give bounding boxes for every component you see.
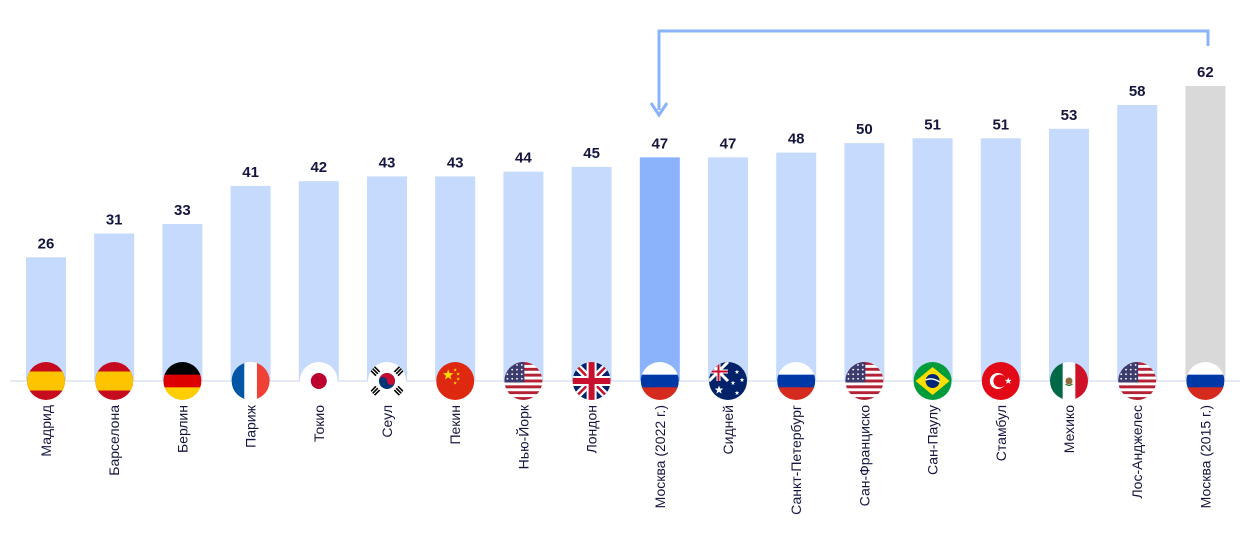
uk-flag-icon bbox=[572, 362, 611, 400]
russia-flag-icon bbox=[1186, 362, 1225, 400]
category-label: Токио bbox=[311, 405, 327, 442]
spain-flag-icon bbox=[27, 362, 65, 400]
data-label: 51 bbox=[924, 116, 941, 133]
category-label: Сидней bbox=[720, 405, 736, 454]
australia-flag-icon bbox=[709, 362, 747, 400]
category-label: Лондон bbox=[584, 405, 600, 453]
bar bbox=[639, 157, 680, 381]
category-label: Москва (2022 г.) bbox=[652, 405, 668, 508]
bar bbox=[571, 166, 612, 381]
bar bbox=[230, 185, 271, 381]
comparison-arrow bbox=[657, 29, 1210, 110]
usa-flag-icon bbox=[845, 362, 884, 400]
category-label: Стамбул bbox=[993, 405, 1009, 461]
bar bbox=[1185, 86, 1226, 381]
turkey-flag-icon bbox=[981, 362, 1020, 400]
category-label: Сеул bbox=[379, 405, 395, 438]
data-label: 50 bbox=[856, 121, 873, 138]
russia-flag-icon bbox=[640, 362, 679, 400]
japan-flag-icon bbox=[299, 362, 338, 400]
data-label: 33 bbox=[174, 202, 191, 219]
germany-flag-icon bbox=[163, 362, 202, 400]
russia-flag-icon bbox=[777, 362, 816, 400]
category-label: Париж bbox=[243, 404, 259, 447]
bar bbox=[162, 223, 203, 381]
category-label: Мадрид bbox=[38, 405, 54, 457]
bar bbox=[26, 257, 66, 381]
bar bbox=[367, 176, 407, 381]
bar bbox=[980, 138, 1021, 381]
data-label: 43 bbox=[379, 154, 396, 171]
spain-flag-icon bbox=[95, 362, 134, 400]
category-label: Пекин bbox=[447, 405, 463, 445]
bar bbox=[435, 176, 476, 381]
bar bbox=[94, 233, 135, 381]
data-label: 47 bbox=[720, 135, 737, 152]
data-label: 48 bbox=[788, 131, 805, 148]
bar bbox=[912, 138, 953, 381]
bar bbox=[844, 143, 885, 381]
data-label: 31 bbox=[106, 212, 123, 229]
usa-flag-icon bbox=[1118, 362, 1157, 400]
mexico-flag-icon bbox=[1050, 362, 1088, 400]
bar bbox=[708, 157, 748, 381]
bar bbox=[776, 152, 817, 381]
usa-flag-icon bbox=[504, 362, 543, 400]
category-label: Лос-Анджелес bbox=[1129, 405, 1145, 499]
category-label: Москва (2015 г.) bbox=[1197, 405, 1213, 508]
bar bbox=[1049, 128, 1089, 381]
data-label: 44 bbox=[515, 150, 532, 167]
south-korea-flag-icon bbox=[368, 362, 406, 400]
category-label: Нью-Йорк bbox=[514, 404, 531, 469]
data-label: 62 bbox=[1197, 64, 1214, 81]
bar bbox=[1117, 105, 1158, 381]
data-label: 51 bbox=[992, 116, 1009, 133]
bar bbox=[503, 171, 544, 381]
arrowhead-icon bbox=[649, 102, 669, 118]
data-label: 43 bbox=[447, 154, 464, 171]
france-flag-icon bbox=[231, 362, 270, 400]
category-label: Берлин bbox=[174, 405, 190, 453]
category-label: Барселона bbox=[106, 405, 122, 476]
data-label: 26 bbox=[38, 235, 55, 252]
category-label: Сан-Франциско bbox=[856, 405, 872, 507]
category-label: Мехико bbox=[1061, 405, 1077, 453]
data-label: 58 bbox=[1129, 83, 1146, 100]
data-label: 41 bbox=[242, 164, 259, 181]
data-label: 42 bbox=[310, 159, 327, 176]
data-label: 53 bbox=[1061, 107, 1078, 124]
data-label: 45 bbox=[583, 145, 600, 162]
data-label: 47 bbox=[651, 135, 668, 152]
category-label: Санкт-Петербург bbox=[788, 405, 804, 515]
brazil-flag-icon bbox=[913, 362, 952, 400]
category-label: Сан-Паулу bbox=[925, 405, 941, 475]
china-flag-icon bbox=[436, 362, 475, 400]
bar bbox=[298, 181, 339, 381]
